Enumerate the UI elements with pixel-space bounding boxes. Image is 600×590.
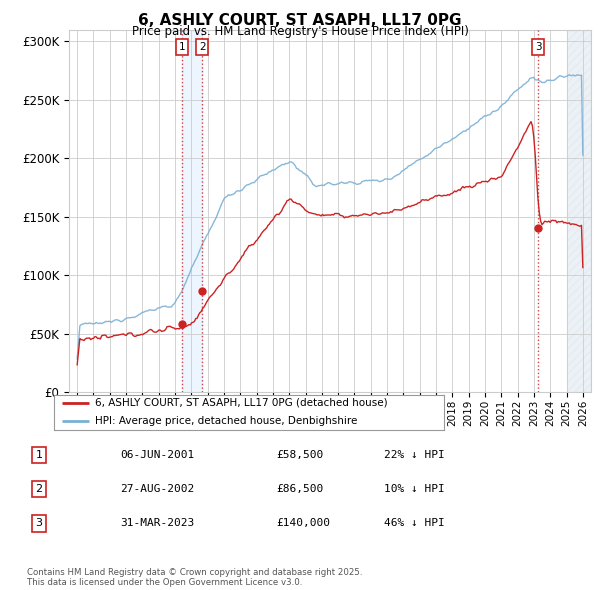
Text: 2: 2 — [35, 484, 43, 494]
Text: 3: 3 — [535, 42, 541, 52]
Text: 3: 3 — [35, 519, 43, 528]
Text: 2: 2 — [199, 42, 205, 52]
Text: Contains HM Land Registry data © Crown copyright and database right 2025.
This d: Contains HM Land Registry data © Crown c… — [27, 568, 362, 587]
Text: Price paid vs. HM Land Registry's House Price Index (HPI): Price paid vs. HM Land Registry's House … — [131, 25, 469, 38]
Text: 06-JUN-2001: 06-JUN-2001 — [120, 450, 194, 460]
Text: 6, ASHLY COURT, ST ASAPH, LL17 0PG (detached house): 6, ASHLY COURT, ST ASAPH, LL17 0PG (deta… — [95, 398, 388, 408]
Text: 1: 1 — [179, 42, 185, 52]
Text: 6, ASHLY COURT, ST ASAPH, LL17 0PG: 6, ASHLY COURT, ST ASAPH, LL17 0PG — [138, 13, 462, 28]
Bar — [182, 30, 202, 392]
Text: £58,500: £58,500 — [276, 450, 323, 460]
Text: HPI: Average price, detached house, Denbighshire: HPI: Average price, detached house, Denb… — [95, 417, 358, 427]
Text: 10% ↓ HPI: 10% ↓ HPI — [384, 484, 445, 494]
Text: £86,500: £86,500 — [276, 484, 323, 494]
Bar — [566, 30, 591, 392]
Text: 31-MAR-2023: 31-MAR-2023 — [120, 519, 194, 528]
Text: 27-AUG-2002: 27-AUG-2002 — [120, 484, 194, 494]
Text: £140,000: £140,000 — [276, 519, 330, 528]
Text: 22% ↓ HPI: 22% ↓ HPI — [384, 450, 445, 460]
Text: 46% ↓ HPI: 46% ↓ HPI — [384, 519, 445, 528]
Text: 1: 1 — [35, 450, 43, 460]
